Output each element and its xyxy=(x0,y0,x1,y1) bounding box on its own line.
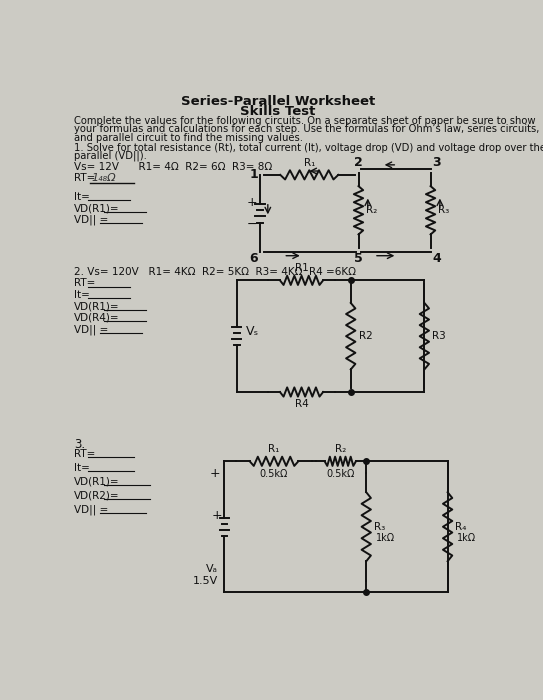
Text: +: + xyxy=(247,196,257,209)
Text: 1. Solve for total resistance (Rt), total current (It), voltage drop (VD) and vo: 1. Solve for total resistance (Rt), tota… xyxy=(74,143,543,153)
Text: 3: 3 xyxy=(432,156,441,169)
Text: R₃: R₃ xyxy=(374,522,385,532)
Text: parallel (VD||).: parallel (VD||). xyxy=(74,151,147,162)
Text: VD|| =: VD|| = xyxy=(74,324,109,335)
Text: R₃: R₃ xyxy=(438,205,450,216)
Text: VD(R1)=: VD(R1)= xyxy=(74,477,119,486)
Text: 2: 2 xyxy=(354,156,363,169)
Text: Vs= 12V      R1= 4Ω  R2= 6Ω  R3= 8Ω: Vs= 12V R1= 4Ω R2= 6Ω R3= 8Ω xyxy=(74,162,273,172)
Text: It=: It= xyxy=(74,463,90,473)
Text: 6: 6 xyxy=(250,251,258,265)
Text: It=: It= xyxy=(74,192,90,202)
Text: It=: It= xyxy=(74,290,90,300)
Text: R2: R2 xyxy=(358,331,372,341)
Text: VD|| =: VD|| = xyxy=(74,505,109,515)
Text: R₄: R₄ xyxy=(456,522,467,532)
Text: R₁: R₁ xyxy=(268,444,280,454)
Text: R3: R3 xyxy=(432,331,446,341)
Text: +: + xyxy=(210,468,220,480)
Text: Vₐ: Vₐ xyxy=(206,564,218,574)
Text: −: − xyxy=(247,218,257,230)
Text: 5: 5 xyxy=(354,251,363,265)
Text: RT=: RT= xyxy=(74,172,96,183)
Text: 0.5kΩ: 0.5kΩ xyxy=(260,469,288,479)
Text: VD(R1)=: VD(R1)= xyxy=(74,301,119,311)
Text: RT=: RT= xyxy=(74,449,96,459)
Text: VD(R1)=: VD(R1)= xyxy=(74,203,119,214)
Text: Complete the values for the following circuits. On a separate sheet of paper be : Complete the values for the following ci… xyxy=(74,116,535,125)
Text: Skills Test: Skills Test xyxy=(240,105,315,118)
Text: Vₛ: Vₛ xyxy=(246,326,259,338)
Text: R4: R4 xyxy=(295,399,308,409)
Text: R1: R1 xyxy=(295,263,308,274)
Text: R₁: R₁ xyxy=(304,158,315,168)
Text: 3.: 3. xyxy=(74,438,85,452)
Text: Series-Parallel Worksheet: Series-Parallel Worksheet xyxy=(181,94,375,108)
Text: 1.5V: 1.5V xyxy=(193,575,218,586)
Text: R₂: R₂ xyxy=(366,205,377,216)
Text: VD(R2)=: VD(R2)= xyxy=(74,491,119,500)
Text: 1kΩ: 1kΩ xyxy=(376,533,395,543)
Text: +: + xyxy=(211,510,222,522)
Text: 2. Vs= 120V   R1= 4KΩ  R2= 5KΩ  R3= 4KΩ  R4 =6KΩ: 2. Vs= 120V R1= 4KΩ R2= 5KΩ R3= 4KΩ R4 =… xyxy=(74,267,356,277)
Text: VD|| =: VD|| = xyxy=(74,215,109,225)
Text: RT=: RT= xyxy=(74,278,96,288)
Text: 1₄₈Ω: 1₄₈Ω xyxy=(91,172,116,183)
Text: 1kΩ: 1kΩ xyxy=(457,533,476,543)
Text: 0.5kΩ: 0.5kΩ xyxy=(326,469,355,479)
Text: 4: 4 xyxy=(432,251,441,265)
Text: 1: 1 xyxy=(249,169,258,181)
Text: and parallel circuit to find the missing values.: and parallel circuit to find the missing… xyxy=(74,132,303,143)
Text: R₂: R₂ xyxy=(334,444,346,454)
Text: VD(R4)=: VD(R4)= xyxy=(74,313,119,323)
Text: your formulas and calculations for each step. Use the formulas for Ohm’s law, se: your formulas and calculations for each … xyxy=(74,124,539,134)
